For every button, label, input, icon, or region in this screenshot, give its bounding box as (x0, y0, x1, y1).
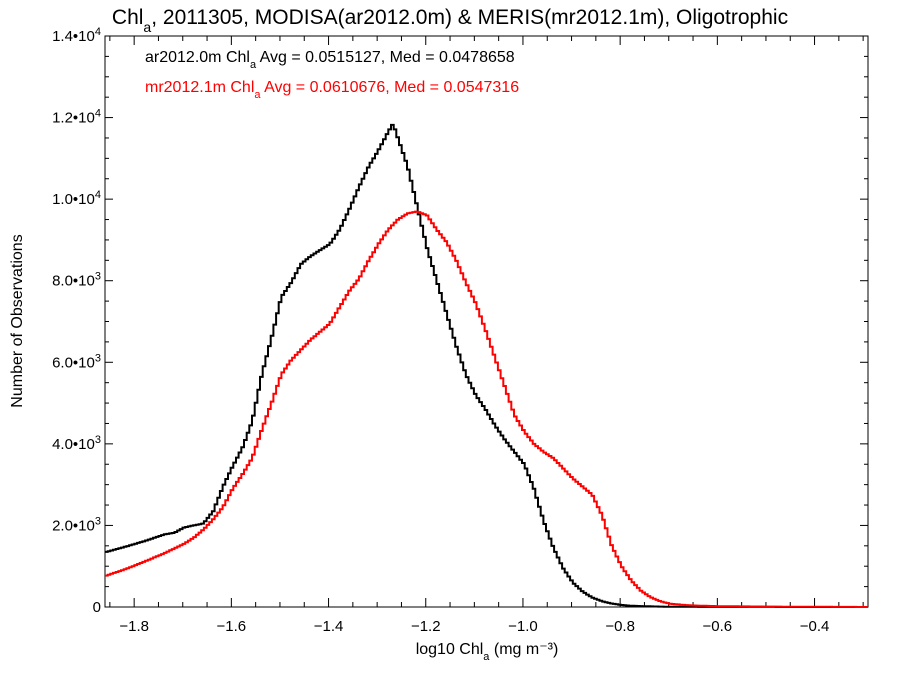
y-axis-label: Number of Observations (9, 234, 26, 407)
x-tick-label: −1.0 (508, 618, 538, 635)
series-line-modisa (105, 123, 868, 608)
y-tick-label: 4.0•103 (52, 434, 101, 453)
chart-title: Chla, 2011305, MODISA(ar2012.0m) & MERIS… (112, 6, 788, 35)
legend-entry-meris: mr2012.1m Chla Avg = 0.0610676, Med = 0.… (145, 79, 519, 101)
plot-frame (104, 35, 869, 608)
y-tick-label: 8.0•103 (52, 271, 101, 290)
x-tick-label: −1.2 (411, 618, 441, 635)
y-tick-label: 1.4•104 (52, 26, 101, 45)
y-axis-ticks: 0 2.0•103 4.0•103 6.0•103 8.0•103 1.0•104 1.2•… (52, 26, 868, 616)
y-tick-label: 6.0•103 (52, 352, 101, 371)
x-tick-label: −1.6 (217, 618, 247, 635)
series-layer (105, 123, 868, 608)
x-axis-label: log10 Chla (mg m⁻³) (416, 641, 559, 663)
y-tick-label: 1.2•104 (52, 108, 101, 127)
series-line-meris (105, 210, 868, 608)
x-axis-ticks: −1.8 −1.6 −1.4 −1.2 −1.0 −0.8 −0.6 −0.4 (109, 36, 864, 635)
x-tick-label: −1.8 (119, 618, 149, 635)
y-tick-label: 0 (93, 599, 101, 616)
legend-entry-modisa: ar2012.0m Chla Avg = 0.0515127, Med = 0.… (145, 49, 515, 71)
y-tick-label: 2.0•103 (52, 515, 101, 534)
x-tick-label: −1.4 (314, 618, 344, 635)
x-tick-label: −0.8 (605, 618, 635, 635)
y-tick-label: 1.0•104 (52, 189, 101, 208)
x-tick-label: −0.4 (800, 618, 830, 635)
x-tick-label: −0.6 (703, 618, 733, 635)
